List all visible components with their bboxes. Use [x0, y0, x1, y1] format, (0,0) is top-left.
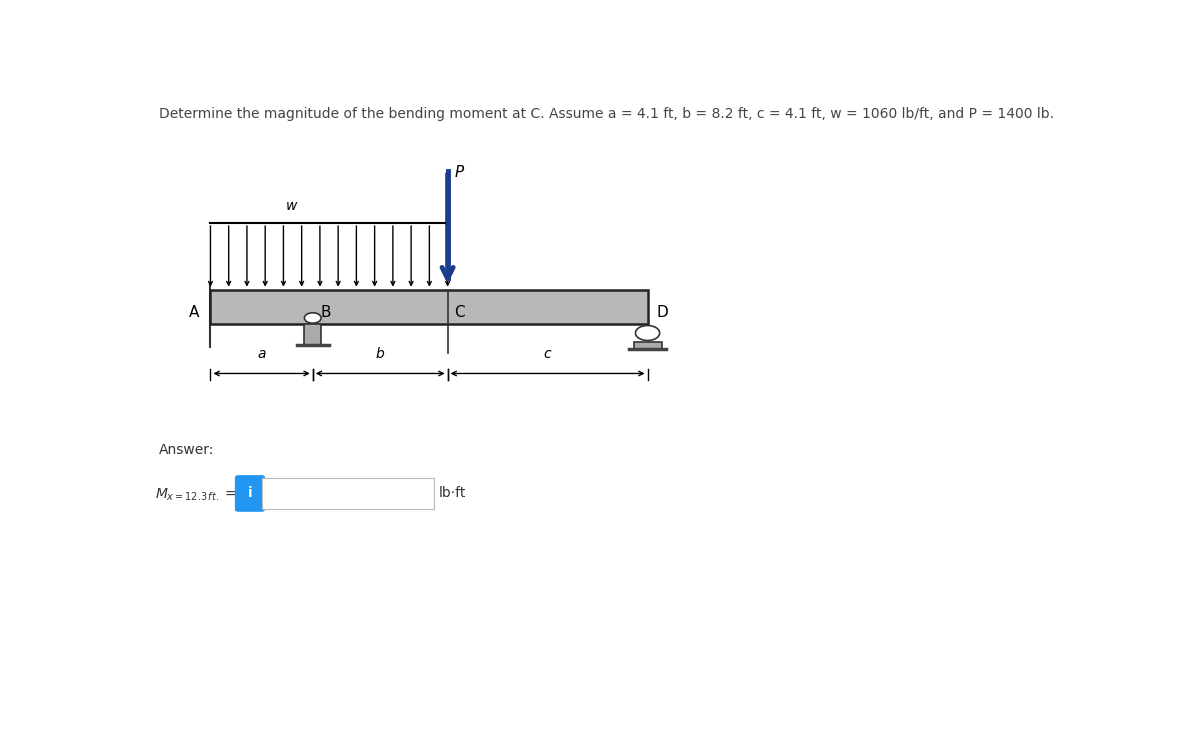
Bar: [210, 290, 648, 324]
Bar: [305, 324, 322, 345]
Text: b: b: [376, 347, 384, 360]
Text: a: a: [257, 347, 266, 360]
Text: D: D: [656, 305, 668, 320]
Bar: [634, 342, 661, 348]
Text: i: i: [247, 487, 252, 500]
FancyBboxPatch shape: [235, 476, 264, 511]
Text: B: B: [320, 305, 331, 320]
Text: A: A: [188, 305, 199, 320]
Text: Answer:: Answer:: [160, 443, 215, 457]
Circle shape: [305, 312, 322, 323]
Text: C: C: [454, 305, 464, 320]
Text: P: P: [455, 165, 464, 180]
FancyBboxPatch shape: [262, 478, 433, 509]
Circle shape: [636, 325, 660, 340]
Text: c: c: [544, 347, 551, 360]
Text: w: w: [286, 199, 298, 213]
Text: Determine the magnitude of the bending moment at C. Assume a = 4.1 ft, b = 8.2 f: Determine the magnitude of the bending m…: [160, 107, 1055, 122]
Text: lb·ft: lb·ft: [438, 487, 466, 500]
Text: $M_{x=12.3\,ft.}$ =: $M_{x=12.3\,ft.}$ =: [155, 487, 236, 503]
